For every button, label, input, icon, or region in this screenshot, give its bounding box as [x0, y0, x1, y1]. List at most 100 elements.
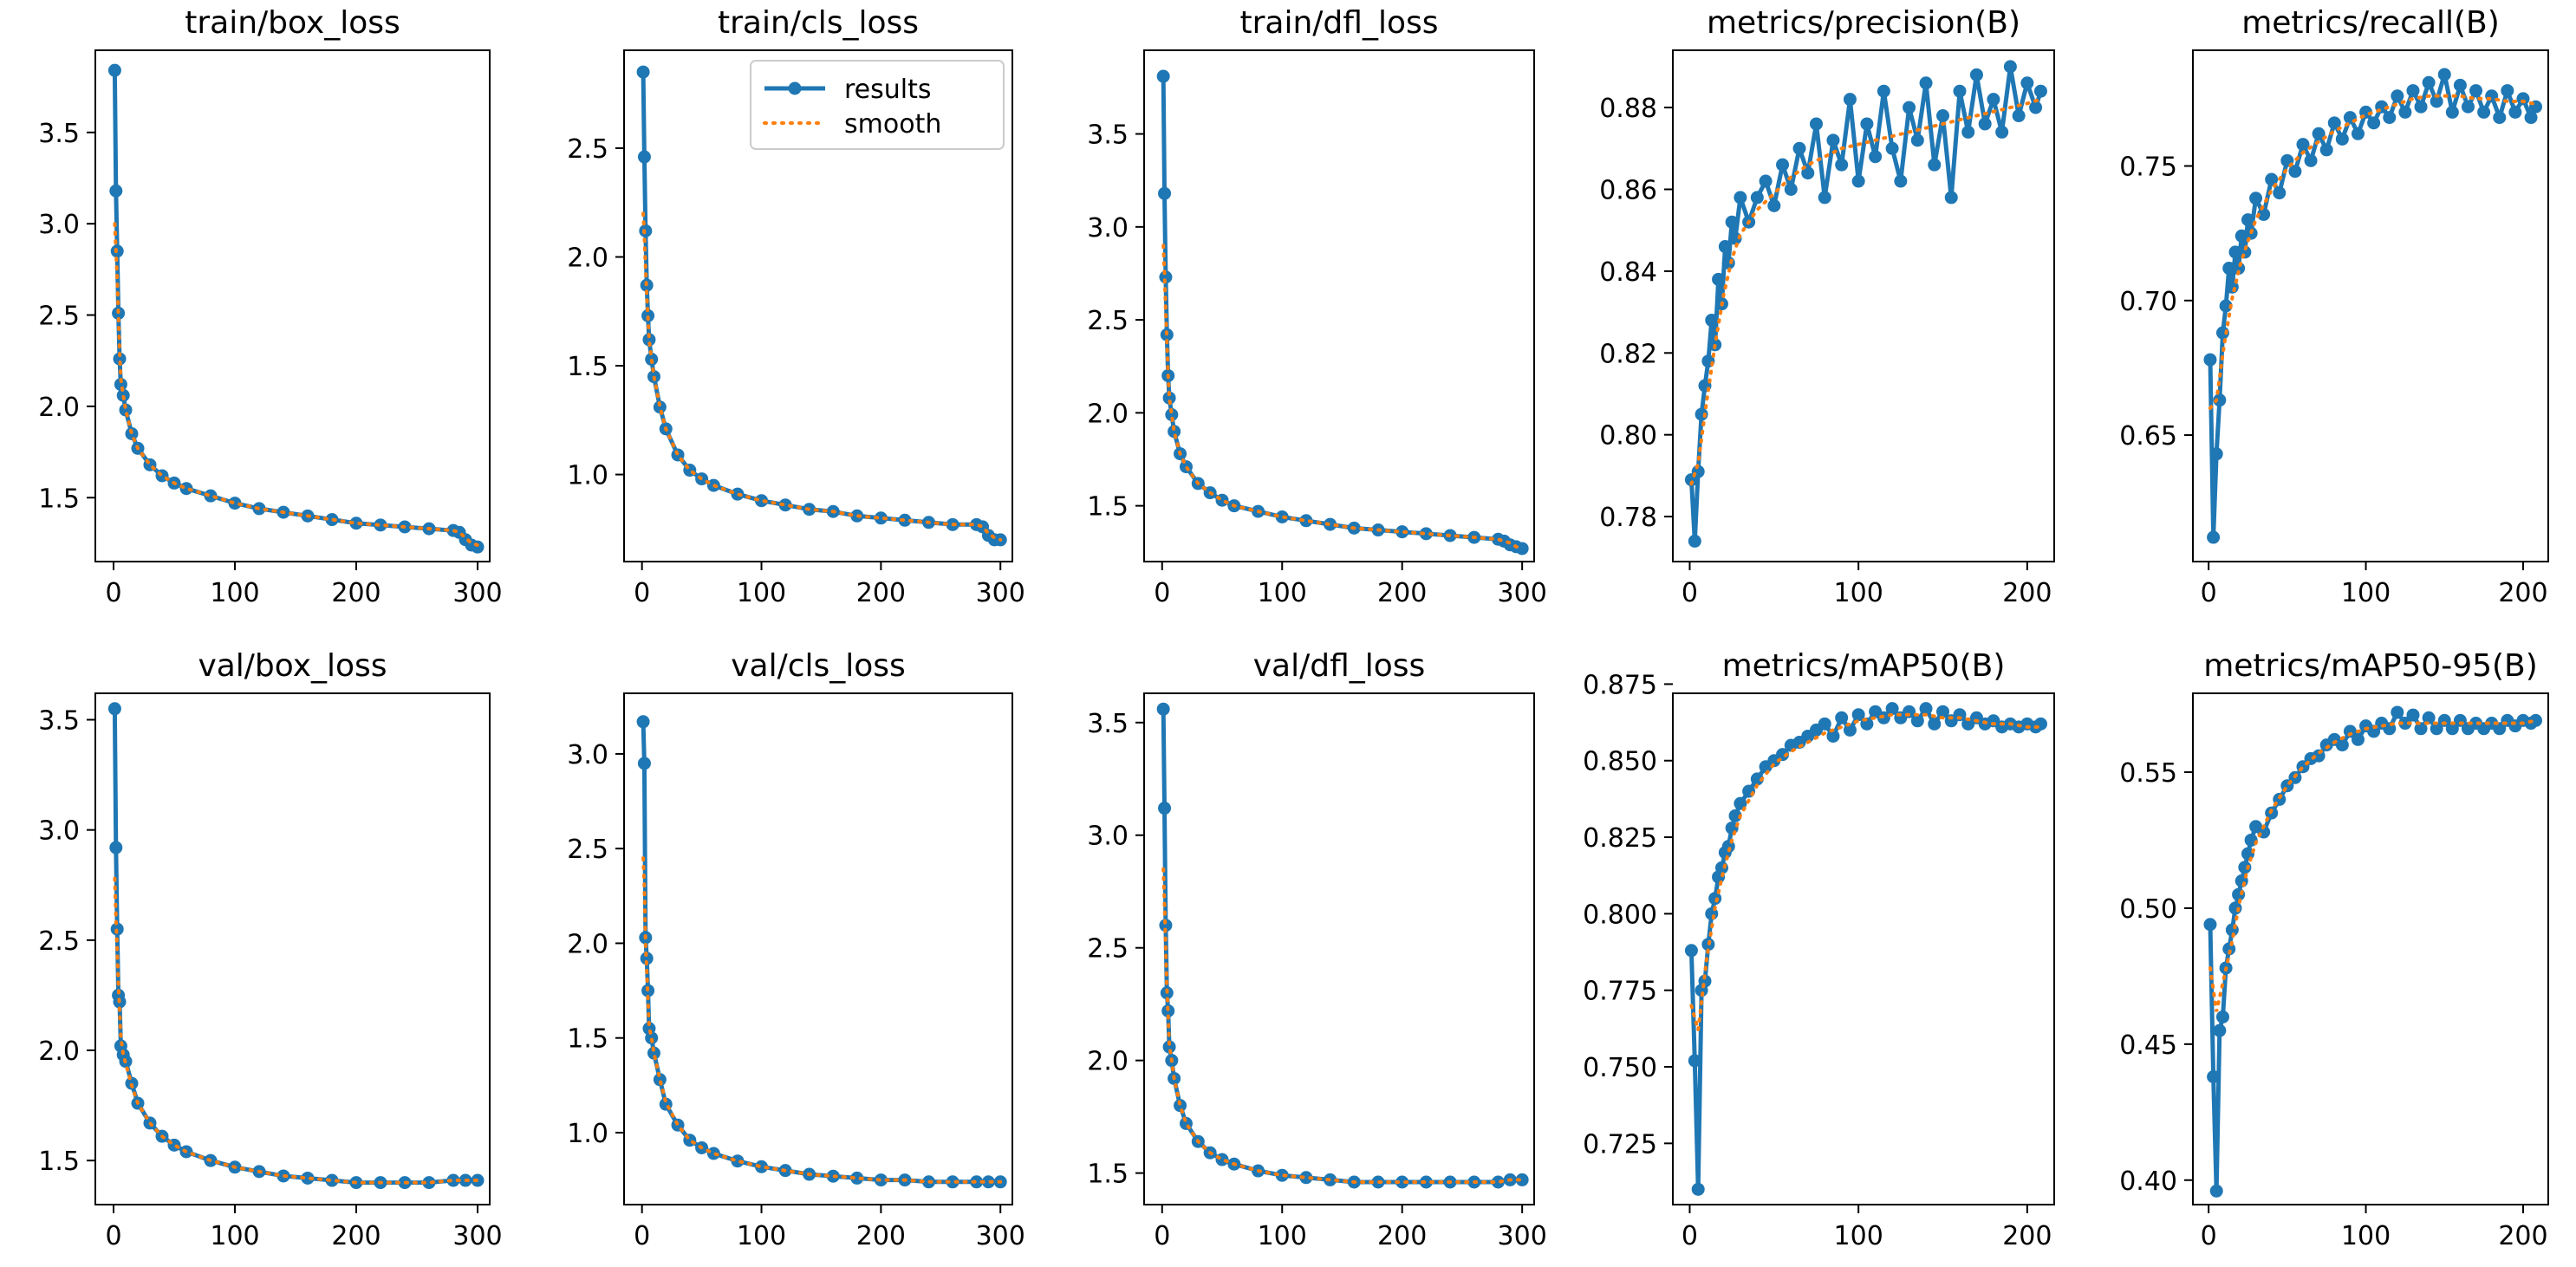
data-point-results	[1953, 84, 1967, 98]
data-point-results	[1159, 919, 1173, 932]
panel-metrics-map50-b: metrics/mAP50(B) 0 100 200 0.725 0.750 0.775 0.…	[1583, 648, 2055, 1251]
y-tick-label: 3.0	[1087, 822, 1129, 852]
data-point-results	[1299, 1171, 1313, 1185]
data-point-results	[1969, 68, 1983, 81]
data-point-results	[1721, 256, 1735, 270]
data-point-results	[2304, 153, 2318, 167]
data-point-results	[1869, 150, 1883, 164]
panel-title: metrics/recall(B)	[2241, 5, 2500, 41]
panel-val-dfl-loss: val/dfl_loss 0 100 200 300 1.5 2.0 2.5 3.0 3.5	[1087, 648, 1547, 1251]
x-tick-label: 300	[452, 578, 502, 608]
data-point-results	[107, 63, 121, 77]
data-point-results	[1961, 125, 1975, 139]
data-point-results	[1419, 1175, 1433, 1189]
y-tick-label: 1.0	[567, 1119, 608, 1149]
y-tick-label: 0.50	[2119, 894, 2177, 925]
x-tick-label: 200	[1377, 578, 1427, 608]
y-tick-label: 2.5	[1087, 306, 1129, 336]
plot-frame	[623, 692, 1013, 1205]
series-line-smooth	[2208, 94, 2538, 410]
data-point-results	[1215, 493, 1229, 507]
data-point-results	[2469, 84, 2483, 98]
data-point-results	[2203, 353, 2217, 367]
data-point-results	[1688, 534, 1701, 548]
panel-title: metrics/mAP50-95(B)	[2203, 648, 2538, 684]
data-point-results	[1688, 1054, 1701, 1068]
data-point-results	[1395, 525, 1409, 539]
data-point-results	[1158, 802, 1172, 815]
data-point-results	[1275, 510, 1289, 524]
x-tick-label: 100	[737, 1221, 786, 1251]
data-point-results	[1885, 141, 1899, 155]
data-point-results	[1162, 1040, 1176, 1054]
data-point-results	[1995, 125, 2009, 139]
data-point-results	[2215, 326, 2229, 340]
data-point-results	[2012, 109, 2026, 123]
y-tick-label: 3.5	[38, 119, 80, 149]
x-tick-label: 0	[1682, 578, 1698, 608]
data-point-results	[2437, 713, 2451, 727]
y-tick-label: 2.0	[1087, 399, 1129, 429]
y-tick-label: 3.0	[1087, 213, 1129, 244]
x-tick-label: 0	[634, 578, 650, 608]
panel-title: train/cls_loss	[718, 5, 919, 41]
data-point-results	[2477, 105, 2491, 119]
data-point-results	[1419, 527, 1433, 541]
data-point-results	[2383, 111, 2397, 125]
plot-frame	[2192, 692, 2549, 1205]
data-point-results	[1684, 944, 1698, 958]
y-tick-label: 1.5	[1087, 492, 1129, 523]
y-tick-label: 1.5	[567, 352, 608, 382]
x-tick-label: 300	[452, 1221, 502, 1251]
data-point-results	[109, 184, 123, 198]
panel-title: train/box_loss	[185, 5, 400, 41]
y-tick-label: 0.40	[2119, 1166, 2177, 1197]
y-tick-label: 1.0	[567, 461, 608, 491]
data-point-results	[2215, 1010, 2229, 1023]
x-tick-label: 0	[1154, 578, 1170, 608]
data-point-results	[1903, 101, 1916, 114]
plot-area	[107, 702, 485, 1190]
data-point-results	[2249, 192, 2263, 205]
x-tick-label: 100	[737, 578, 786, 608]
y-tick-label: 2.0	[38, 1036, 80, 1067]
x-tick-label: 100	[2341, 578, 2391, 608]
data-point-results	[981, 1175, 995, 1189]
y-tick-label: 0.45	[2119, 1030, 2177, 1061]
data-point-results	[2437, 68, 2451, 81]
x-tick-label: 100	[1834, 578, 1883, 608]
series-line-smooth	[1689, 97, 2043, 486]
data-point-results	[1818, 717, 1831, 731]
panel-metrics-map50-95-b: metrics/mAP50-95(B) 0 100 200 0.40 0.45 0.50 0.…	[2119, 648, 2549, 1251]
data-point-results	[2414, 722, 2428, 736]
data-point-results	[2335, 738, 2349, 752]
panel-title: val/dfl_loss	[1253, 648, 1426, 684]
data-point-results	[755, 1160, 769, 1173]
y-tick-label: 0.725	[1583, 1129, 1657, 1160]
data-point-results	[640, 952, 654, 965]
data-point-results	[653, 400, 667, 414]
x-tick-label: 100	[210, 1221, 259, 1251]
data-point-results	[1767, 198, 1781, 212]
data-point-results	[2209, 1184, 2223, 1198]
data-point-results	[1728, 809, 1742, 822]
data-point-results	[637, 150, 651, 164]
data-point-results	[2406, 84, 2420, 98]
y-tick-label: 0.825	[1583, 823, 1657, 854]
data-point-results	[1734, 191, 1747, 205]
data-point-results	[2516, 92, 2530, 106]
data-point-results	[374, 518, 387, 532]
panel-train-cls-loss: train/cls_loss 0 100 200 300 1.0 1.5 2.0 2.5 resu…	[567, 5, 1025, 608]
y-tick-label: 0.88	[1599, 94, 1657, 124]
series-line-smooth	[1689, 712, 2043, 1031]
y-tick-label: 0.875	[1583, 670, 1657, 700]
x-tick-label: 300	[1498, 1221, 1547, 1251]
data-point-results	[1877, 84, 1890, 98]
data-point-results	[1515, 542, 1529, 556]
data-point-results	[2453, 78, 2467, 92]
data-point-results	[1750, 772, 1764, 786]
y-tick-label: 2.5	[1087, 934, 1129, 965]
data-point-results	[2219, 299, 2233, 313]
data-point-results	[2213, 1023, 2227, 1037]
data-point-results	[1953, 708, 1967, 722]
